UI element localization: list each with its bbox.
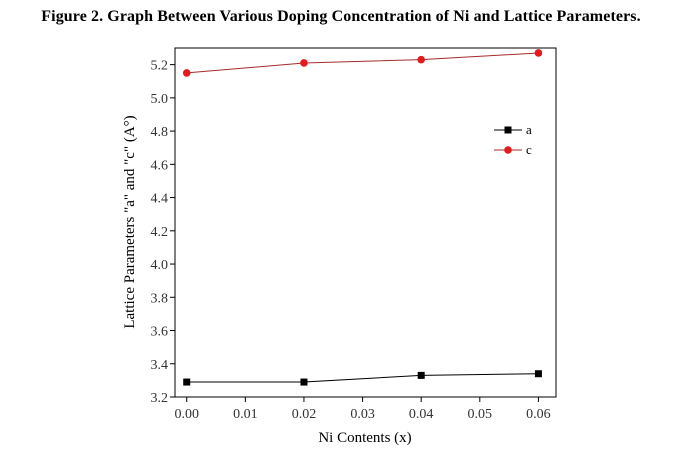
- legend-label-a: a: [526, 122, 532, 137]
- series-line-a: [186, 373, 539, 383]
- x-tick-label: 0.03: [350, 407, 375, 422]
- x-tick-label: 0.01: [233, 407, 258, 422]
- y-tick-label: 5.2: [151, 59, 169, 74]
- data-point-c: [417, 55, 425, 64]
- figure-caption: Figure 2. Graph Between Various Doping C…: [41, 8, 641, 25]
- data-point-a: [183, 378, 191, 386]
- data-point-c: [534, 49, 543, 57]
- plot-frame: [174, 47, 557, 398]
- y-tick-label: 4.2: [151, 225, 169, 240]
- y-tick-label: 5.0: [151, 92, 169, 107]
- x-tick-label: 0.04: [409, 407, 434, 422]
- y-tick-label: 4.8: [151, 125, 169, 140]
- data-point-a: [300, 378, 308, 386]
- legend-marker-a: [504, 126, 512, 134]
- x-tick-label: 0.02: [292, 407, 317, 422]
- y-axis-title: Lattice Parameters "a" and "c" (A°): [122, 115, 138, 328]
- legend-marker-c: [504, 146, 512, 154]
- y-tick-label: 3.8: [151, 291, 169, 306]
- legend-label-c: c: [526, 142, 532, 157]
- data-point-a: [534, 370, 542, 378]
- x-tick-label: 0.00: [174, 407, 199, 422]
- y-tick-label: 4.4: [151, 192, 169, 207]
- series-lines: [186, 52, 539, 383]
- y-tick-label: 3.4: [151, 358, 169, 373]
- y-tick-label: 4.6: [151, 158, 169, 173]
- data-point-a: [417, 371, 425, 379]
- series-line-c: [186, 52, 539, 74]
- data-point-c: [182, 69, 191, 77]
- legend: ac: [494, 122, 532, 157]
- y-tick-label: 3.2: [151, 391, 169, 406]
- y-tick-label: 4.0: [151, 258, 169, 273]
- y-tick-label: 3.6: [151, 325, 169, 340]
- x-tick-label: 0.05: [468, 407, 493, 422]
- x-tick-label: 0.06: [526, 407, 551, 422]
- x-axis-title: Ni Contents (x): [318, 430, 411, 446]
- data-point-c: [300, 59, 308, 67]
- x-axis: 0.00 0.01 0.02 0.03 0.04 0.05 0.06: [174, 397, 551, 422]
- series-points: [182, 49, 543, 386]
- y-axis: 3.2 3.4 3.6 3.8 4.0 4.2 4.4 4.6 4.8 5.0 5.2: [151, 59, 175, 406]
